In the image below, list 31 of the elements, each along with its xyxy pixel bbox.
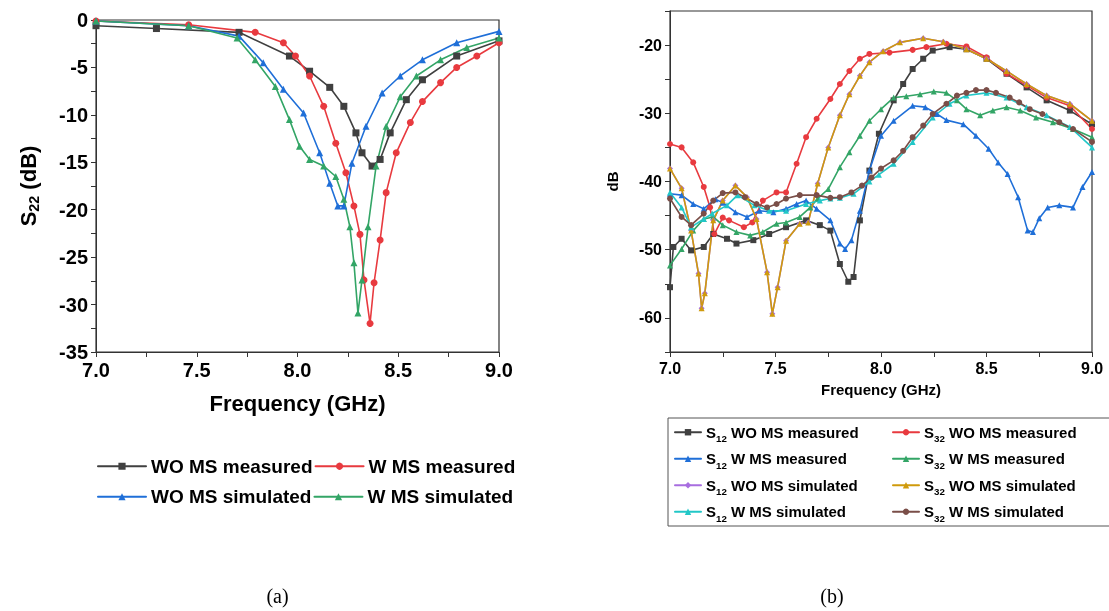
y-tick-label: -20 [59, 198, 88, 221]
x-tick-label: 7.0 [658, 359, 682, 377]
text: (a) [266, 585, 289, 608]
y-axis-title: S22 (dB) [16, 145, 42, 227]
y-tick-label: -15 [59, 151, 88, 174]
x-tick-label: 8.5 [384, 359, 413, 381]
y-tick-label: -30 [638, 104, 663, 122]
x-axis-title: Frequency (GHz) [820, 381, 942, 398]
y-tick-label: -20 [638, 36, 663, 54]
text: (b) [820, 585, 844, 608]
x-tick-label: 8.5 [975, 359, 998, 377]
y-tick-label: -25 [59, 246, 88, 269]
y-tick-label: -60 [638, 309, 663, 327]
y-tick-label: 0 [76, 9, 88, 31]
x-tick-label: 7.5 [182, 359, 211, 381]
y-axis-title: dB [604, 171, 621, 192]
y-tick-label: -40 [638, 173, 663, 190]
x-tick-label: 9.0 [1080, 359, 1104, 377]
y-tick-label: -50 [638, 241, 663, 259]
x-axis-title: Frequency (GHz) [209, 390, 386, 416]
x-tick-label: 9.0 [485, 359, 513, 381]
legend-label: W MS measured [368, 455, 516, 477]
y-tick-label: -30 [59, 293, 88, 316]
legend-label: WO MS simulated [151, 486, 312, 508]
legend-label: W MS simulated [367, 486, 514, 508]
y-tick-label: -5 [70, 56, 88, 79]
y-tick-label: -10 [59, 103, 88, 126]
x-tick-label: 8.0 [869, 359, 893, 377]
legend-label: WO MS measured [151, 455, 313, 477]
x-tick-label: 7.5 [764, 359, 787, 377]
x-tick-label: 8.0 [283, 359, 312, 381]
